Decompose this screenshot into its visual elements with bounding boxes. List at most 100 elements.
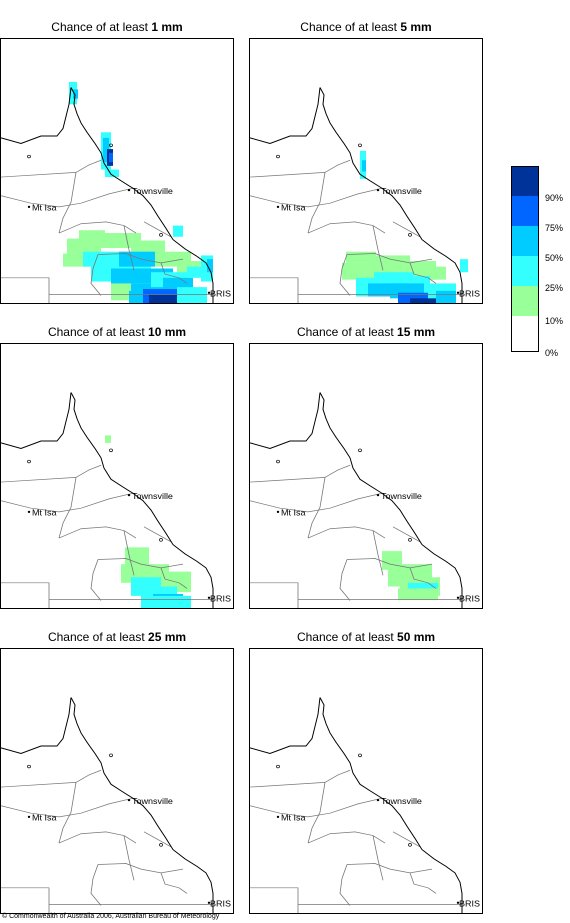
gulf-coastline: [1, 392, 72, 449]
town-label-mt-isa: Mt Isa: [281, 203, 306, 213]
map-svg: Townsville Mt Isa BRIS: [1, 392, 231, 608]
town-marker: [276, 205, 280, 209]
town-label-brisbane: BRIS: [210, 899, 231, 909]
legend-label: 50%: [545, 253, 564, 263]
coastline: [70, 87, 214, 303]
region-border: [339, 254, 351, 296]
island: [408, 233, 412, 237]
region-border: [58, 831, 137, 844]
island: [358, 753, 362, 758]
probability-cell: [398, 292, 442, 303]
map-50mm: Townsville Mt Isa BRIS: [249, 648, 483, 914]
region-border: [250, 159, 351, 178]
region-border: [58, 526, 137, 539]
region-border: [143, 526, 172, 543]
island: [27, 154, 31, 159]
region-border: [123, 835, 135, 881]
panel-title: Chance of at least 25 mm: [47, 630, 187, 644]
town-label-mt-isa: Mt Isa: [32, 813, 57, 823]
region-border: [427, 582, 437, 589]
region-border: [97, 863, 184, 874]
legend-swatch: [511, 166, 539, 196]
town-marker: [127, 799, 131, 802]
town-marker: [127, 189, 131, 192]
island: [27, 459, 31, 464]
region-border: [250, 464, 351, 483]
legend-label: 25%: [545, 283, 564, 293]
region-border: [97, 253, 184, 264]
region-border: [58, 477, 77, 539]
region-border: [339, 559, 351, 601]
region-border: [58, 782, 77, 844]
panel-title: Chance of at least 10 mm: [47, 325, 187, 339]
region-border: [1, 797, 134, 818]
region-border: [1, 492, 134, 513]
region-border: [143, 831, 172, 848]
probability-cell: [105, 435, 111, 443]
region-border: [178, 887, 188, 894]
town-label-townsville: Townsville: [132, 796, 173, 806]
map-1mm: Townsville Mt Isa BRIS: [0, 38, 234, 304]
legend-swatch: [511, 226, 539, 256]
town-marker: [456, 901, 460, 904]
region-border: [1, 582, 50, 608]
legend-label: 90%: [545, 193, 564, 203]
region-border: [372, 530, 384, 576]
region-border: [1, 187, 134, 208]
map-svg: Townsville Mt Isa BRIS: [250, 87, 480, 303]
region-border: [427, 887, 437, 894]
island: [27, 764, 31, 769]
region-border: [1, 159, 102, 178]
region-border: [178, 277, 188, 284]
coastline: [70, 697, 214, 913]
island: [109, 143, 113, 148]
region-border: [409, 262, 429, 279]
region-border: [1, 769, 102, 788]
town-marker: [207, 901, 211, 904]
region-border: [90, 864, 102, 906]
region-border: [123, 225, 135, 271]
legend-label: 0%: [545, 348, 559, 358]
island: [109, 753, 113, 758]
region-border: [250, 797, 383, 818]
island: [358, 143, 362, 148]
town-label-mt-isa: Mt Isa: [32, 203, 57, 213]
island: [408, 843, 412, 847]
town-marker: [376, 494, 380, 497]
town-label-brisbane: BRIS: [459, 594, 480, 604]
town-label-mt-isa: Mt Isa: [32, 508, 57, 518]
legend-swatch: [511, 316, 539, 352]
probability-shading: [105, 435, 191, 608]
town-label-brisbane: BRIS: [459, 899, 480, 909]
island: [276, 764, 280, 769]
region-border: [339, 864, 351, 906]
map-10mm: Townsville Mt Isa BRIS: [0, 343, 234, 609]
probability-cell: [398, 588, 438, 600]
coastline: [319, 697, 463, 913]
region-border: [392, 526, 421, 543]
town-marker: [276, 510, 280, 514]
region-border: [160, 262, 180, 279]
region-border: [250, 277, 299, 303]
region-border: [307, 221, 386, 234]
probability-shading: [63, 81, 213, 303]
town-label-townsville: Townsville: [381, 186, 422, 196]
town-label-townsville: Townsville: [132, 186, 173, 196]
town-marker: [376, 189, 380, 192]
panel-title: Chance of at least 50 mm: [296, 630, 436, 644]
probability-cell: [79, 230, 105, 242]
region-border: [307, 477, 326, 539]
region-border: [1, 464, 102, 483]
coastline: [319, 392, 463, 608]
probability-cell: [149, 294, 195, 303]
island: [109, 448, 113, 453]
town-label-brisbane: BRIS: [210, 594, 231, 604]
coastline: [319, 87, 463, 303]
region-border: [143, 221, 172, 238]
probability-cell: [207, 259, 213, 273]
copyright-notice: © Commonwealth of Australia 2006, Austra…: [2, 913, 220, 920]
gulf-coastline: [250, 87, 321, 144]
town-label-townsville: Townsville: [132, 491, 173, 501]
region-border: [372, 835, 384, 881]
town-label-mt-isa: Mt Isa: [281, 813, 306, 823]
